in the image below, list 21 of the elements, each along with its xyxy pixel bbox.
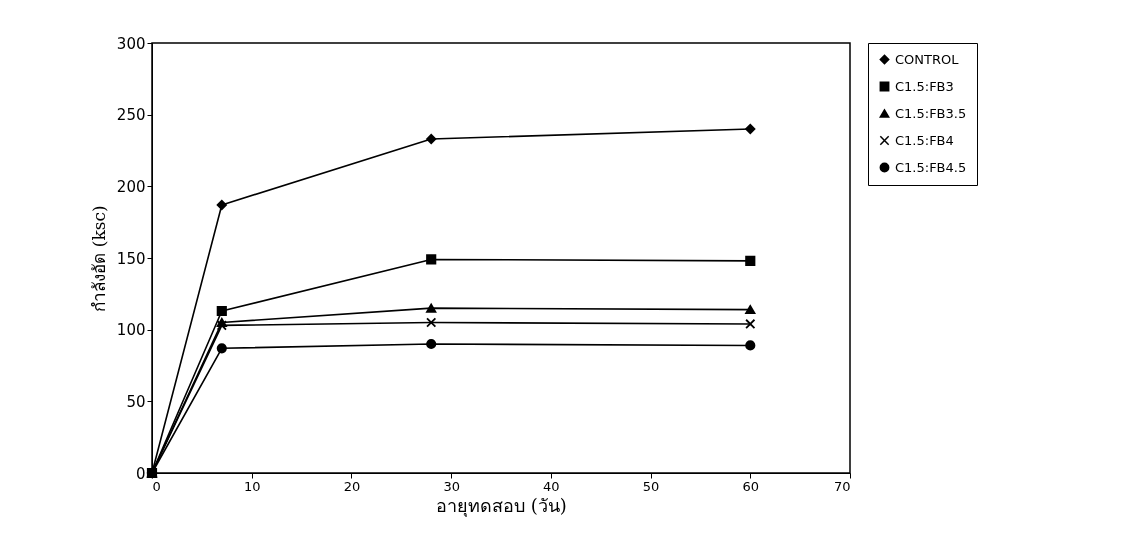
legend-label: C1.5:FB3.5	[895, 105, 967, 121]
x-tick-label: 70	[833, 478, 851, 494]
y-tick-label: 250	[116, 106, 146, 125]
legend-label: C1.5:FB4.5	[895, 159, 967, 175]
x-tick-label: 40	[543, 478, 560, 494]
x-axis-title: อายุทดสอบ (วัน)	[436, 494, 567, 517]
x-tick-label: 0	[152, 478, 161, 494]
legend-label: C1.5:FB3	[895, 78, 954, 94]
y-tick-label: 150	[116, 249, 146, 268]
y-tick-label: 50	[126, 392, 146, 411]
y-tick-label: 100	[116, 321, 146, 340]
x-tick-label: 30	[443, 478, 460, 494]
y-tick-label: 300	[116, 34, 146, 53]
y-tick-label: 200	[116, 177, 146, 196]
x-tick-label: 10	[243, 478, 261, 494]
legend-label: C1.5:FB4	[895, 132, 954, 148]
y-axis-title: กำลังอัด (ksc)	[88, 205, 109, 312]
x-tick-label: 60	[742, 478, 760, 494]
x-tick-label: 50	[642, 478, 660, 494]
legend-label: CONTROL	[895, 51, 960, 67]
x-tick-label: 20	[343, 478, 361, 494]
